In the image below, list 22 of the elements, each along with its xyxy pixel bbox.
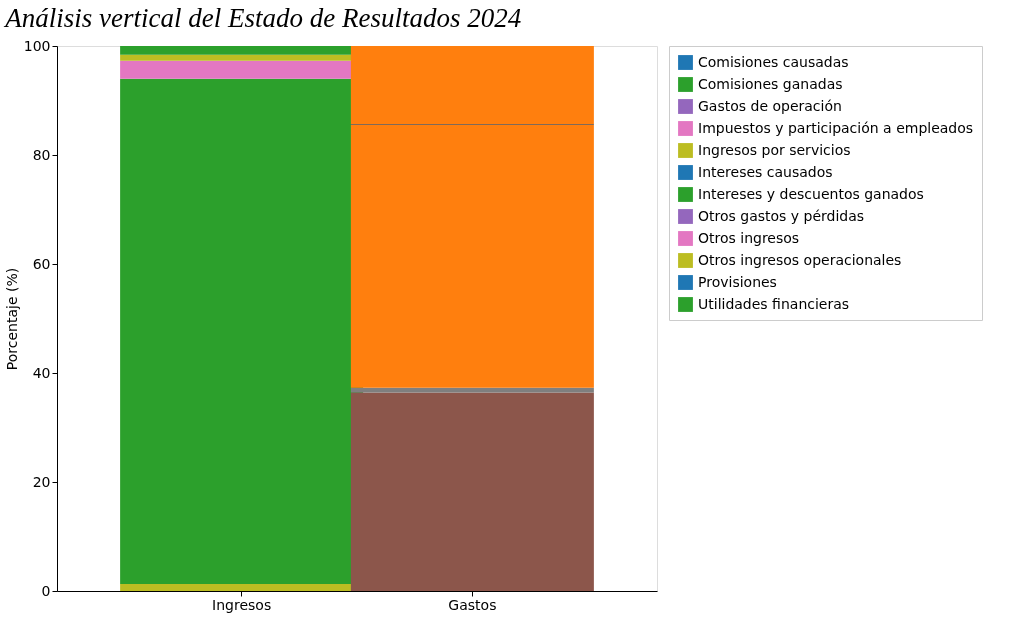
- y-tick-label: 80: [32, 146, 51, 163]
- legend-label: Otros ingresos: [698, 229, 800, 246]
- legend-label: Impuestos y participación a empleados: [698, 119, 974, 136]
- x-tick-label: Gastos: [448, 596, 497, 613]
- legend-label: Utilidades financieras: [698, 295, 850, 312]
- chart-title: Análisis vertical del Estado de Resultados 2024: [3, 3, 522, 33]
- legend-label: Provisiones: [698, 273, 777, 290]
- y-tick-label: 20: [32, 473, 51, 490]
- legend-label: Comisiones causadas: [698, 53, 849, 70]
- legend-label: Otros ingresos operacionales: [698, 251, 902, 268]
- legend-label: Otros gastos y pérdidas: [698, 207, 865, 224]
- y-tick-label: 60: [32, 255, 51, 272]
- legend-label: Gastos de operación: [698, 97, 842, 114]
- y-tick-label: 0: [41, 582, 51, 599]
- y-tick-label: 40: [32, 364, 51, 381]
- y-axis-title: Porcentaje (%): [3, 267, 20, 371]
- x-tick-label: Ingresos: [212, 596, 272, 613]
- legend-label: Comisiones ganadas: [698, 75, 843, 92]
- legend-label: Ingresos por servicios: [698, 141, 851, 158]
- y-tick-label: 100: [23, 37, 51, 54]
- legend-label: Intereses causados: [698, 163, 833, 180]
- legend-label: Intereses y descuentos ganados: [698, 185, 924, 202]
